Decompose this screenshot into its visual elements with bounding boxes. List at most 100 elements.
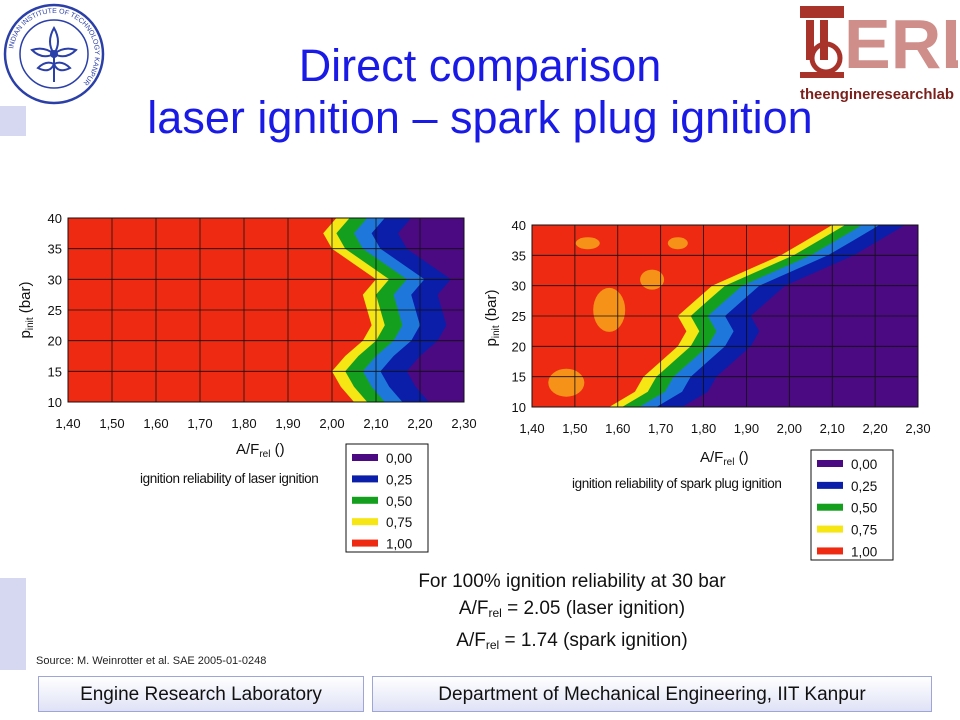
legend-swatch-3 xyxy=(817,525,843,533)
legend-swatch-0 xyxy=(817,460,843,467)
y-tick-label: 10 xyxy=(512,400,526,415)
orange-region-1 xyxy=(593,287,626,332)
y-tick-label: 15 xyxy=(512,370,526,385)
legend-swatch-2 xyxy=(817,503,843,511)
x-tick-label: 2,20 xyxy=(862,421,887,436)
x-axis-label-main: A/F xyxy=(700,449,723,466)
contour-band-4 xyxy=(398,218,464,402)
y-axis-label-main: p xyxy=(483,338,500,346)
y-tick-label: 30 xyxy=(48,272,62,287)
y-axis-label-unit: (bar) xyxy=(17,282,34,318)
y-tick-label: 25 xyxy=(512,309,526,324)
x-axis-label: A/Frel () xyxy=(700,449,749,468)
x-tick-label: 1,80 xyxy=(691,421,716,436)
legend-label-1: 0,25 xyxy=(386,472,412,487)
x-tick-label: 1,80 xyxy=(231,416,256,431)
x-tick-label: 1,70 xyxy=(187,416,212,431)
y-tick-label: 40 xyxy=(512,218,526,233)
heatmap-chart-1: 1,40 1,50 1,60 1,70 1,80 1,90 2,00 2,10 2,20 2,30… xyxy=(17,211,477,553)
x-axis-label-unit: () xyxy=(734,449,748,466)
slide-title-line-1: Direct comparison xyxy=(298,40,662,91)
legend-swatch-1 xyxy=(817,481,843,489)
summary-rel-subscript: rel xyxy=(485,638,500,652)
x-tick-label: 1,40 xyxy=(519,421,544,436)
summary-line-2: A/Frel = 2.05 (laser ignition) xyxy=(372,595,772,627)
summary-line-1: For 100% ignition reliability at 30 bar xyxy=(418,571,726,592)
y-tick-label: 40 xyxy=(48,211,62,226)
legend-label-3: 0,75 xyxy=(386,515,412,530)
x-tick-label: 1,50 xyxy=(99,416,124,431)
y-tick-label: 15 xyxy=(48,364,62,379)
x-axis-label-sub: rel xyxy=(723,457,734,468)
legend-swatch-0 xyxy=(352,454,378,461)
erl-tagline: theengineresearchlab xyxy=(800,87,954,103)
legend-label-0: 0,00 xyxy=(851,457,877,472)
x-tick-label: 2,30 xyxy=(905,421,930,436)
slide-title-line-2: laser ignition – spark plug ignition xyxy=(147,92,813,143)
x-axis-label-sub: rel xyxy=(259,449,270,460)
y-tick-label: 35 xyxy=(512,248,526,263)
erl-letters: ERL xyxy=(844,5,958,83)
x-tick-label: 2,00 xyxy=(777,421,802,436)
x-tick-label: 1,90 xyxy=(734,421,759,436)
legend-label-4: 1,00 xyxy=(851,544,877,559)
y-axis-label-unit: (bar) xyxy=(483,290,500,326)
summary-af-label: A/F xyxy=(456,630,486,651)
source-citation: Source: M. Weinrotter et al. SAE 2005-01… xyxy=(36,655,267,667)
y-axis-label: pinit (bar) xyxy=(17,282,36,339)
footer-department: Department of Mechanical Engineering, II… xyxy=(372,676,932,712)
legend-label-3: 0,75 xyxy=(851,523,877,538)
heatmap-chart-2: 1,40 1,50 1,60 1,70 1,80 1,90 2,00 2,10 2,20 2,30… xyxy=(483,218,931,561)
orange-region-2 xyxy=(640,269,665,290)
y-tick-label: 20 xyxy=(512,339,526,354)
legend-label-2: 0,50 xyxy=(851,501,877,516)
y-tick-label: 25 xyxy=(48,303,62,318)
legend-swatch-2 xyxy=(352,496,378,504)
iit-kanpur-logo: INDIAN INSTITUTE OF TECHNOLOGY KANPUR xyxy=(3,3,105,105)
x-tick-label: 2,10 xyxy=(820,421,845,436)
x-tick-label: 2,20 xyxy=(407,416,432,431)
x-axis-label-main: A/F xyxy=(236,441,259,458)
y-axis-label: pinit (bar) xyxy=(483,290,502,347)
summary-rel-subscript: rel xyxy=(488,606,502,620)
footer-lab-name: Engine Research Laboratory xyxy=(38,676,364,712)
x-axis-label-unit: () xyxy=(270,441,284,458)
x-tick-label: 2,00 xyxy=(319,416,344,431)
legend-swatch-4 xyxy=(352,539,378,547)
summary-block: For 100% ignition reliability at 30 bar … xyxy=(372,568,772,659)
x-tick-label: 1,70 xyxy=(648,421,673,436)
x-tick-label: 2,10 xyxy=(363,416,388,431)
summary-af-label: A/F xyxy=(458,598,489,619)
legend-label-0: 0,00 xyxy=(386,451,412,466)
orange-region-0 xyxy=(548,368,585,397)
legend-swatch-4 xyxy=(817,547,843,555)
summary-laser-value: = 2.05 (laser ignition) xyxy=(501,598,686,619)
orange-region-4 xyxy=(575,237,600,250)
y-tick-label: 20 xyxy=(48,334,62,349)
legend-title: ignition reliability of laser ignition xyxy=(140,471,318,486)
plot-frame xyxy=(531,224,919,408)
y-tick-label: 35 xyxy=(48,242,62,257)
y-tick-label: 10 xyxy=(48,395,62,410)
x-tick-label: 2,30 xyxy=(451,416,476,431)
legend: 0,00 0,25 0,50 0,75 1,00 xyxy=(810,449,894,561)
x-tick-label: 1,90 xyxy=(275,416,300,431)
summary-line-3: A/Frel = 1.74 (spark ignition) xyxy=(372,627,772,659)
x-tick-label: 1,60 xyxy=(143,416,168,431)
legend-swatch-3 xyxy=(352,518,378,526)
plot-frame xyxy=(67,217,465,403)
legend-label-1: 0,25 xyxy=(851,479,877,494)
legend-swatch-1 xyxy=(352,475,378,483)
erl-logo: ERL theengineresearchlab xyxy=(800,5,958,103)
y-axis-label-sub: init xyxy=(25,317,36,330)
slide-title: Direct comparison laser ignition – spark… xyxy=(0,40,960,144)
side-decoration-top xyxy=(0,106,26,136)
legend-label-4: 1,00 xyxy=(386,537,412,552)
orange-region-3 xyxy=(667,237,688,250)
legend: 0,00 0,25 0,50 0,75 1,00 xyxy=(345,443,429,553)
x-axis-label: A/Frel () xyxy=(236,441,285,460)
legend-title: ignition reliability of spark plug ignit… xyxy=(572,476,781,491)
x-tick-label: 1,50 xyxy=(562,421,587,436)
x-tick-label: 1,40 xyxy=(55,416,80,431)
